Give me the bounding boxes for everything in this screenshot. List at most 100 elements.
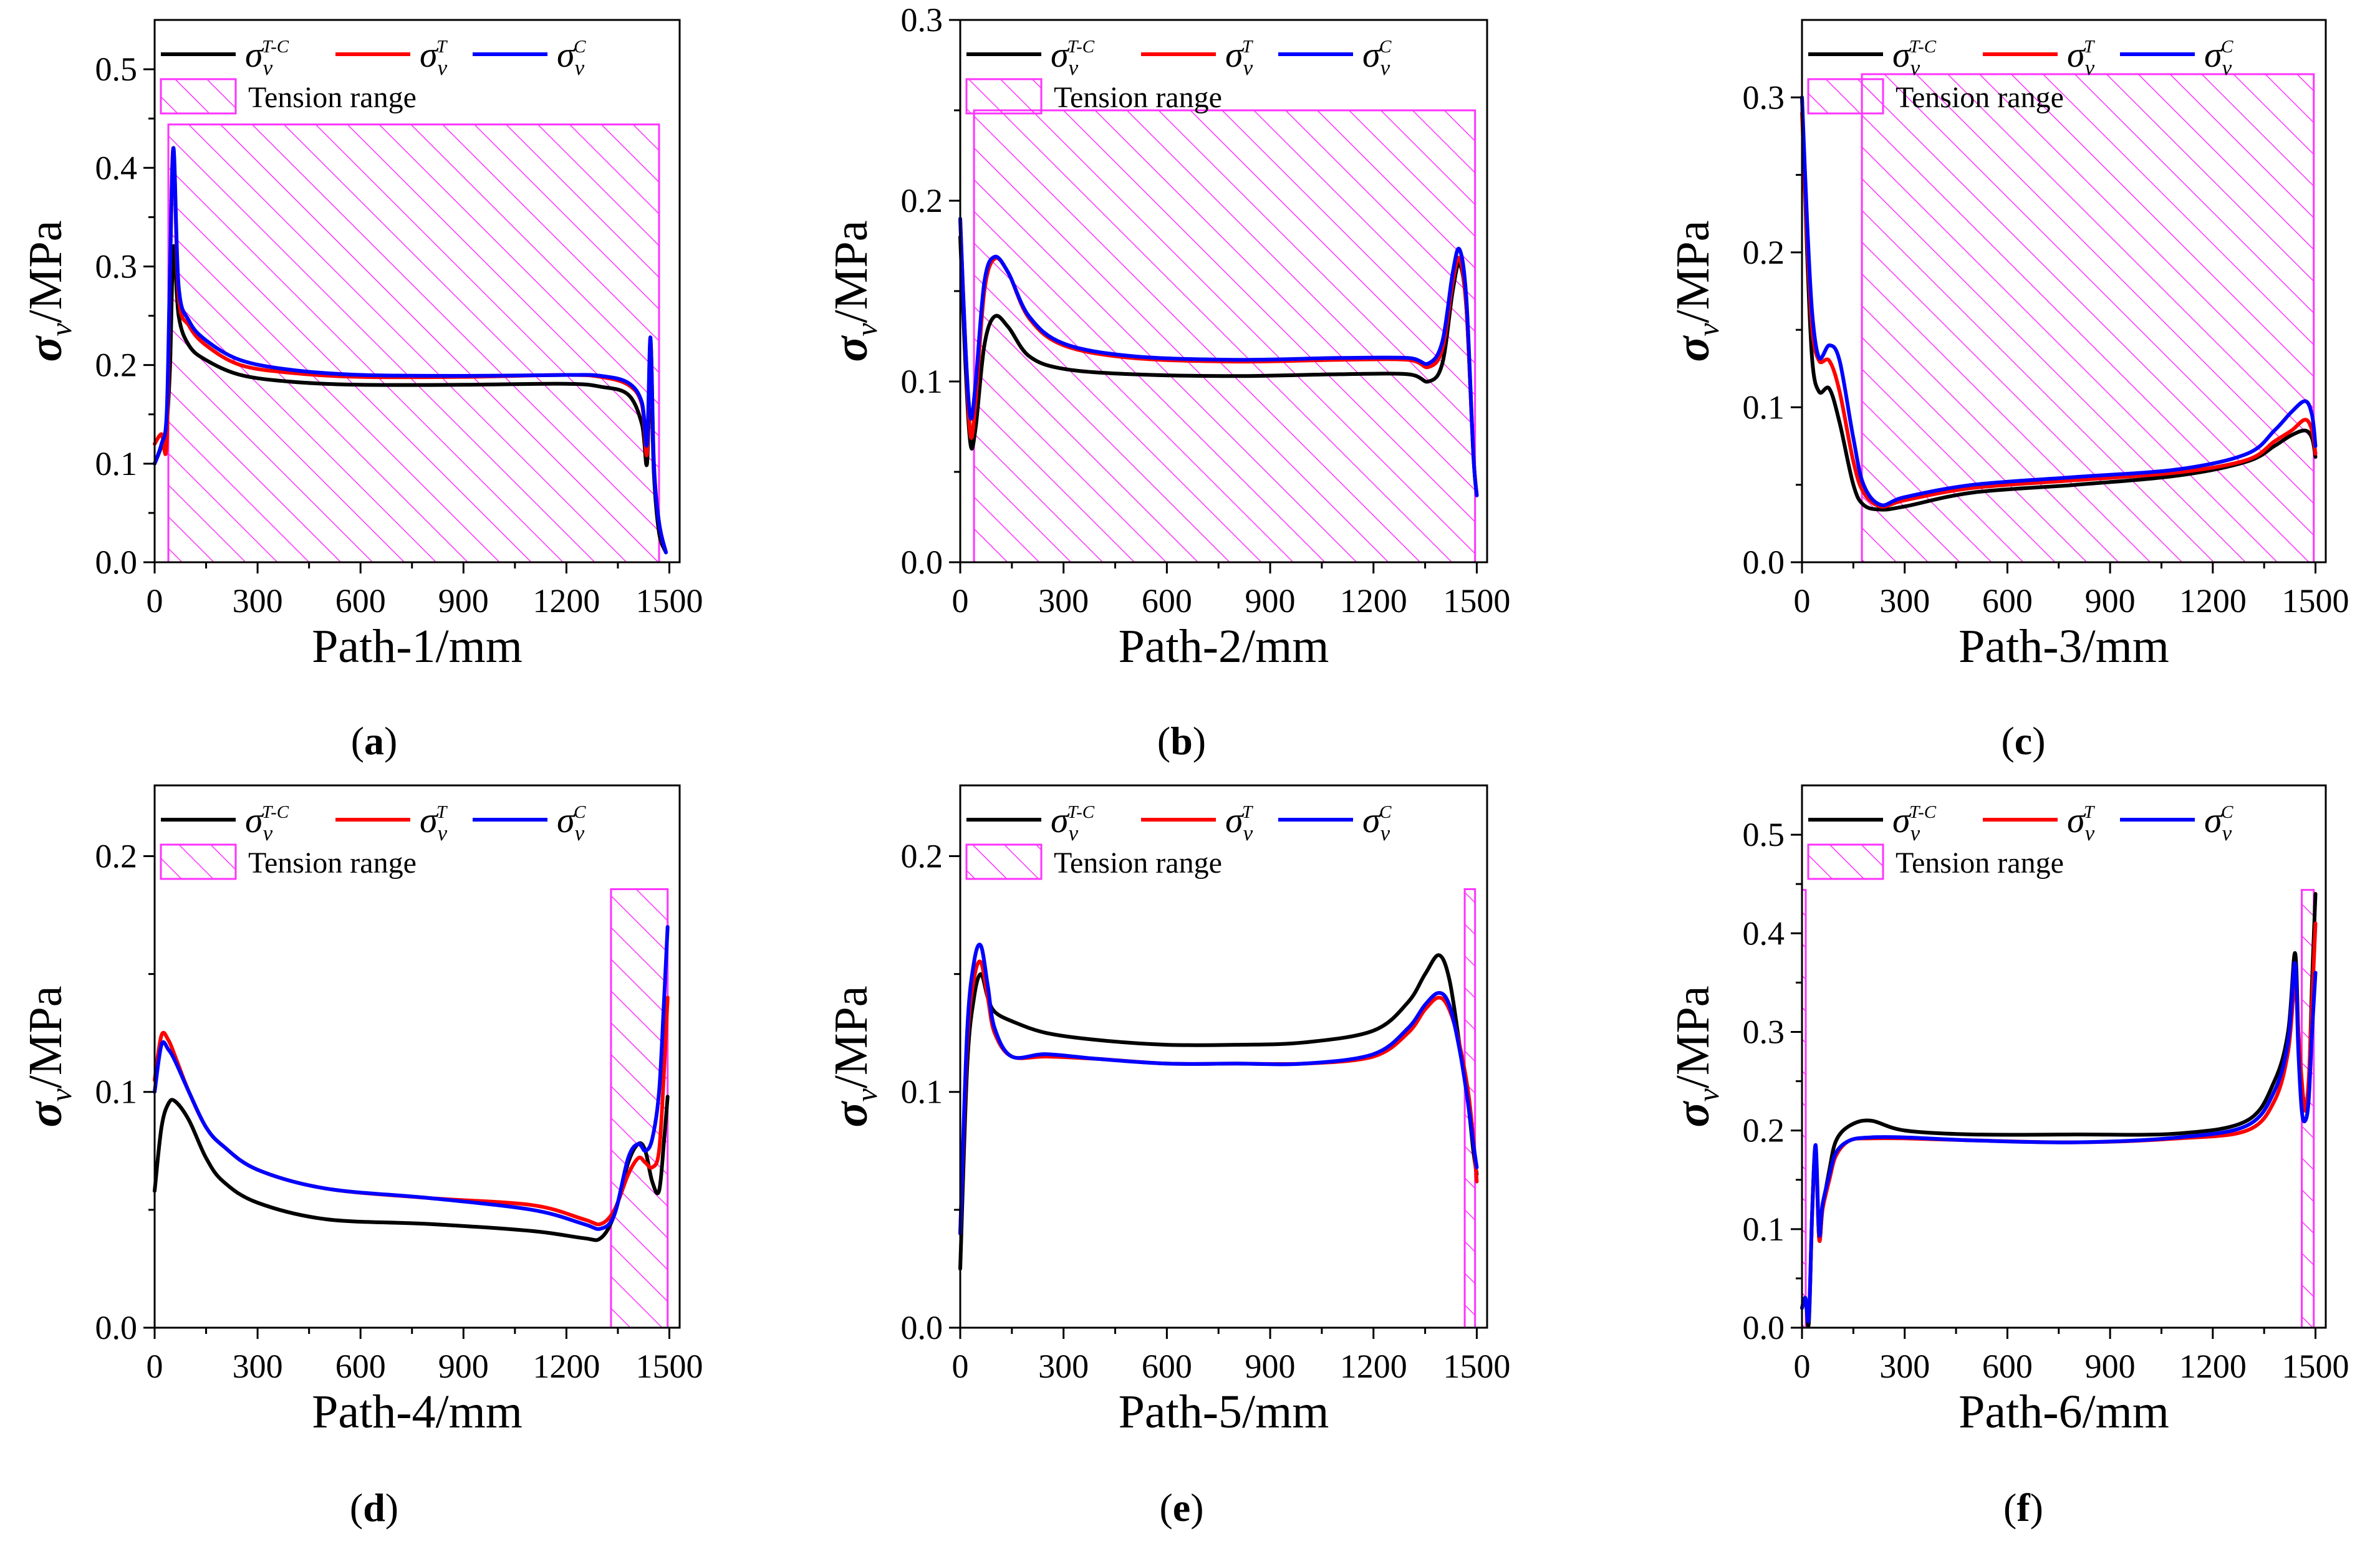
series-line-c xyxy=(1800,95,2318,507)
y-axis-label: σv/MPa xyxy=(1667,986,1725,1128)
y-tick-label: 0.0 xyxy=(1743,1309,1785,1346)
y-tick-label: 0.5 xyxy=(95,50,138,88)
x-tick-label: 300 xyxy=(1038,582,1089,620)
legend-swatch-tension xyxy=(965,78,1043,115)
x-tick-label: 600 xyxy=(1982,1348,2033,1385)
legend-swatch-tension xyxy=(1807,78,1884,115)
x-axis-label: Path-5/mm xyxy=(1119,1386,1329,1438)
legend-label-t: σvT xyxy=(2067,800,2095,845)
legend-label-tension: Tension range xyxy=(1896,81,2064,114)
y-tick-label: 0.3 xyxy=(95,247,138,285)
chart-panel-b: 0 300 600 900 1200 1500 0.0 0.1 0.2 0.3 Path-2/mm σ… xyxy=(825,1,1510,763)
y-tick-label: 0.0 xyxy=(901,544,943,581)
series-line-tc xyxy=(1800,95,2318,512)
legend-label-tension: Tension range xyxy=(1896,846,2064,880)
y-tick-label: 0.0 xyxy=(1743,544,1785,581)
tension-range-0 xyxy=(1861,73,2315,563)
legend-label-c: σvC xyxy=(2204,800,2233,845)
x-tick-label: 0 xyxy=(1794,1348,1811,1385)
legend-label-tension: Tension range xyxy=(1054,81,1222,114)
x-axis-label: Path-4/mm xyxy=(312,1386,523,1438)
legend-label-c: σvC xyxy=(2204,34,2233,80)
x-tick-label: 1200 xyxy=(1340,582,1407,620)
y-tick-label: 0.1 xyxy=(1743,1211,1785,1248)
x-tick-label: 600 xyxy=(335,1348,386,1385)
x-tick-label: 1500 xyxy=(1443,582,1510,620)
x-tick-label: 900 xyxy=(438,1348,489,1385)
x-tick-label: 1500 xyxy=(1443,1348,1510,1385)
legend: σvT-C σvT σvC Tension range xyxy=(965,34,1392,115)
y-axis-label: σv/MPa xyxy=(1667,221,1725,362)
x-tick-label: 1500 xyxy=(2282,1348,2349,1385)
series-line-c xyxy=(958,942,1479,1235)
panel-label: (d) xyxy=(350,1485,398,1530)
legend-label-tension: Tension range xyxy=(1054,846,1222,880)
y-axis-label: σv/MPa xyxy=(825,221,884,362)
chart-panel-a: 0 300 600 900 1200 1500 0.0 0.1 0.2 0.3 0.4 0.5 Path… xyxy=(19,19,703,763)
legend-label-c: σvC xyxy=(1362,34,1392,80)
x-tick-label: 600 xyxy=(1142,582,1192,620)
x-tick-label: 1500 xyxy=(635,582,703,620)
axes-frame xyxy=(1801,784,2327,1329)
legend-label-tc: σvT-C xyxy=(1051,800,1095,845)
y-axis-label: σv/MPa xyxy=(19,986,78,1128)
panel-label: (c) xyxy=(2001,719,2045,763)
x-tick-label: 0 xyxy=(952,1348,969,1385)
tension-range-0 xyxy=(973,109,1477,563)
x-tick-label: 900 xyxy=(1245,582,1296,620)
y-tick-label: 0.1 xyxy=(95,445,138,482)
legend-swatch-tension xyxy=(1807,843,1884,880)
y-tick-label: 0.2 xyxy=(95,347,138,384)
axes-frame xyxy=(1801,19,2327,563)
legend-label-t: σvT xyxy=(2067,34,2095,80)
series-line-c xyxy=(153,925,670,1231)
chart-panel-e: 0 300 600 900 1200 1500 0.0 0.1 0.2 Path-5/mm σv/M… xyxy=(825,784,1510,1530)
legend-label-t: σvT xyxy=(1225,800,1253,845)
y-tick-label: 0.3 xyxy=(1743,79,1785,116)
legend-label-tc: σvT-C xyxy=(245,800,289,845)
axes-frame xyxy=(153,19,681,563)
panel-label: (b) xyxy=(1157,719,1206,763)
legend-swatch-tension xyxy=(160,843,237,880)
legend-label-t: σvT xyxy=(1225,34,1253,80)
legend-label-t: σvT xyxy=(420,34,448,80)
legend-label-tension: Tension range xyxy=(248,81,417,114)
tension-range-0 xyxy=(167,123,660,563)
legend-label-tc: σvT-C xyxy=(1892,800,1937,845)
y-tick-label: 0.1 xyxy=(901,363,943,400)
x-tick-label: 0 xyxy=(147,1348,163,1385)
legend-label-tc: σvT-C xyxy=(1892,34,1937,80)
series-line-t xyxy=(958,959,1479,1235)
y-tick-label: 0.3 xyxy=(901,1,943,39)
legend-label-c: σvC xyxy=(1362,800,1392,845)
x-tick-label: 0 xyxy=(1794,582,1811,620)
x-tick-label: 300 xyxy=(1038,1348,1089,1385)
y-axis-label-text: σv/MPa xyxy=(825,986,884,1128)
x-tick-label: 0 xyxy=(952,582,969,620)
chart-panel-d: 0 300 600 900 1200 1500 0.0 0.1 0.2 Path-4/mm σv/M… xyxy=(19,784,703,1530)
y-tick-label: 0.2 xyxy=(1743,234,1785,271)
series-line-c xyxy=(958,217,1479,497)
x-tick-label: 1500 xyxy=(2282,582,2349,620)
x-tick-label: 900 xyxy=(2085,582,2136,620)
y-axis-label-text: σv/MPa xyxy=(1667,986,1725,1128)
y-tick-label: 0.2 xyxy=(95,837,138,875)
series-line-c xyxy=(153,146,668,555)
series-line-c xyxy=(1800,961,2318,1324)
y-tick-label: 0.1 xyxy=(95,1073,138,1111)
legend: σvT-C σvT σvC Tension range xyxy=(160,34,586,115)
x-tick-label: 0 xyxy=(147,582,163,620)
legend-label-c: σvC xyxy=(557,800,586,845)
x-tick-label: 1200 xyxy=(532,1348,600,1385)
panel-label: (f) xyxy=(2003,1485,2043,1530)
axes-frame xyxy=(153,784,681,1329)
legend: σvT-C σvT σvC Tension range xyxy=(160,800,586,880)
y-tick-label: 0.4 xyxy=(95,149,138,186)
y-axis-label-text: σv/MPa xyxy=(19,986,78,1128)
legend: σvT-C σvT σvC Tension range xyxy=(1807,800,2233,880)
y-tick-label: 0.0 xyxy=(901,1309,943,1346)
x-tick-label: 1200 xyxy=(1340,1348,1407,1385)
chart-panel-c: 0 300 600 900 1200 1500 0.0 0.1 0.2 0.3 Path-3/mm σ… xyxy=(1667,19,2349,763)
legend-label-c: σvC xyxy=(557,34,586,80)
